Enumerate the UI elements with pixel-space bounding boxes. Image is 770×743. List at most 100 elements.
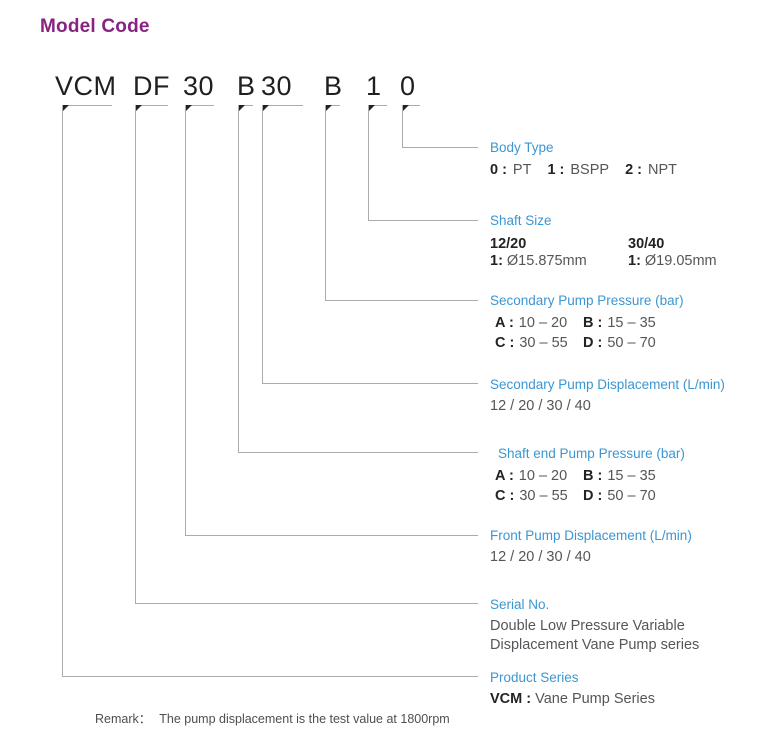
connector-vertical-secondary-displacement xyxy=(262,105,263,383)
option-key: A : xyxy=(495,468,514,484)
option: 0 : PT xyxy=(490,161,531,179)
option: 2 : NPT xyxy=(625,161,677,179)
option-value: 50 – 70 xyxy=(607,488,656,504)
connector-horizontal-serial-no xyxy=(135,603,478,604)
product-series-value: VCM : Vane Pump Series xyxy=(490,690,655,709)
option-key: D : xyxy=(583,488,603,504)
section-secondary-pump-displacement: Secondary Pump Displacement (L/min) 12 /… xyxy=(490,378,725,416)
connector-vertical-serial-no xyxy=(135,105,136,603)
remark-label: Remark： xyxy=(95,712,152,726)
code-segment-series: VCM xyxy=(55,71,117,101)
option-value: PT xyxy=(512,162,532,178)
bracket-corner xyxy=(262,105,269,112)
connector-horizontal-front-displacement xyxy=(185,535,478,536)
connector-vertical-front-displacement xyxy=(185,105,186,535)
connector-horizontal-shaft-size xyxy=(368,220,478,221)
bracket-corner xyxy=(368,105,375,112)
section-label-secondary-pump-displacement: Secondary Pump Displacement (L/min) xyxy=(490,377,725,392)
section-front-pump-displacement: Front Pump Displacement (L/min) 12 / 20 … xyxy=(490,529,692,567)
option-value: NPT xyxy=(647,162,677,178)
remark: Remark： The pump displacement is the test… xyxy=(95,708,450,727)
option: B :15 – 35 xyxy=(583,466,685,486)
section-label-secondary-pump-pressure: Secondary Pump Pressure (bar) xyxy=(490,293,684,308)
option-value: 30 – 55 xyxy=(519,488,568,504)
code-segment-front-displacement: 30 xyxy=(183,71,215,101)
option: C :30 – 55 xyxy=(495,333,583,353)
bracket-top xyxy=(62,105,112,106)
connector-vertical-shaft-end-pressure xyxy=(238,105,239,452)
connector-horizontal-secondary-displacement xyxy=(262,383,478,384)
section-label-body-type: Body Type xyxy=(490,140,554,155)
connector-vertical-body-type xyxy=(402,105,403,147)
section-body-type: Body Type 0 : PT 1 : BSPP 2 : NPT xyxy=(490,141,677,179)
option: 1 : BSPP xyxy=(547,161,609,179)
option-value: 30 – 55 xyxy=(519,335,568,351)
shaft-size-heading: 30/40 xyxy=(628,236,665,252)
displacement-values: 12 / 20 / 30 / 40 xyxy=(490,398,591,414)
code-segment-secondary-displacement: 30 xyxy=(261,71,293,101)
bracket-top xyxy=(325,105,340,106)
section-label-product-series: Product Series xyxy=(490,670,579,685)
bracket-corner xyxy=(185,105,192,112)
bracket-top xyxy=(238,105,253,106)
option-value: 15 – 35 xyxy=(607,468,656,484)
connector-vertical-shaft-size xyxy=(368,105,369,220)
remark-text: The pump displacement is the test value … xyxy=(159,712,450,726)
displacement-values: 12 / 20 / 30 / 40 xyxy=(490,549,591,565)
bracket-corner xyxy=(402,105,409,112)
section-serial-no: Serial No. Double Low Pressure Variable … xyxy=(490,598,699,655)
option: D :50 – 70 xyxy=(583,333,684,353)
option-value: Ø19.05mm xyxy=(644,253,717,269)
option-key: 1: xyxy=(490,253,503,269)
option-value: 50 – 70 xyxy=(607,335,656,351)
section-product-series: Product Series VCM : Vane Pump Series xyxy=(490,671,655,709)
code-segment-shaft-size: 1 xyxy=(366,71,382,101)
section-shaft-end-pump-pressure: Shaft end Pump Pressure (bar) A :10 – 20… xyxy=(490,447,685,506)
section-shaft-size: Shaft Size 12/20 30/40 1: Ø15.875mm 1: Ø19… xyxy=(490,214,717,270)
bracket-top xyxy=(402,105,420,106)
code-segment-serial: DF xyxy=(133,71,170,101)
bracket-corner xyxy=(325,105,332,112)
option-key: C : xyxy=(495,488,515,504)
shaft-size-columns: 12/20 30/40 1: Ø15.875mm 1: Ø19.05mm xyxy=(490,236,717,270)
section-label-front-pump-displacement: Front Pump Displacement (L/min) xyxy=(490,528,692,543)
page-title: Model Code xyxy=(40,16,150,37)
option: A :10 – 20 xyxy=(495,466,583,486)
section-label-serial-no: Serial No. xyxy=(490,597,550,612)
connector-vertical-product-series xyxy=(62,105,63,676)
option-key: 1: xyxy=(628,253,641,269)
option-value: 15 – 35 xyxy=(607,315,656,331)
option: A :10 – 20 xyxy=(495,313,583,333)
option-value: 10 – 20 xyxy=(518,315,568,331)
option-key: C : xyxy=(495,335,515,351)
option-key: A : xyxy=(495,315,514,331)
code-segment-shaft-end-pressure: B xyxy=(237,71,256,101)
serial-description-line: Double Low Pressure Variable xyxy=(490,618,685,634)
option-value: Ø15.875mm xyxy=(506,253,587,269)
bracket-corner xyxy=(238,105,245,112)
bracket-top xyxy=(262,105,303,106)
connector-horizontal-product-series xyxy=(62,676,478,677)
option-key: 2 : xyxy=(625,162,642,178)
bracket-corner xyxy=(62,105,69,112)
section-secondary-pump-pressure: Secondary Pump Pressure (bar) A :10 – 20… xyxy=(490,294,684,353)
option-key: B : xyxy=(583,468,603,484)
body-type-options: 0 : PT 1 : BSPP 2 : NPT xyxy=(490,161,677,179)
connector-horizontal-secondary-pressure xyxy=(325,300,478,301)
option-value: 10 – 20 xyxy=(518,468,568,484)
bracket-corner xyxy=(135,105,142,112)
option: D :50 – 70 xyxy=(583,486,685,506)
option-key: 1 : xyxy=(547,162,565,178)
option-key: D : xyxy=(583,335,603,351)
section-label-shaft-size: Shaft Size xyxy=(490,213,552,228)
bracket-top xyxy=(368,105,387,106)
pressure-options: A :10 – 20 B :15 – 35 C :30 – 55 D :50 –… xyxy=(490,313,684,353)
shaft-size-value: 1: Ø15.875mm xyxy=(490,253,628,270)
bracket-top xyxy=(185,105,214,106)
option-key: VCM : xyxy=(490,691,532,707)
option-value: BSPP xyxy=(570,162,610,178)
shaft-size-heading: 12/20 xyxy=(490,236,527,252)
connector-horizontal-body-type xyxy=(402,147,478,148)
section-label-shaft-end-pump-pressure: Shaft end Pump Pressure (bar) xyxy=(498,446,685,461)
